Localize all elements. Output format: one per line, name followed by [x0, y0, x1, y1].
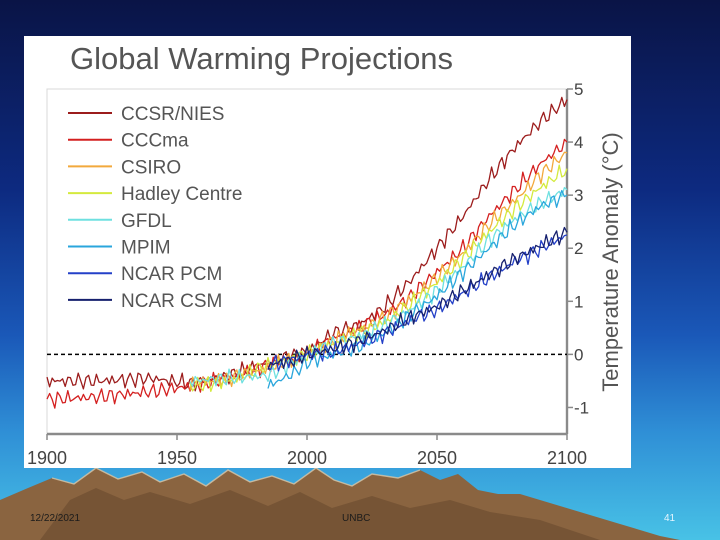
y-tick-label: 0	[574, 345, 583, 364]
mountain-snow	[51, 467, 421, 487]
y-tick-label: 2	[574, 239, 583, 258]
mountain-range	[0, 468, 680, 540]
series-line-mpim	[267, 189, 568, 389]
legend-label: MPIM	[121, 238, 171, 259]
legend: CCSR/NIES CCCma CSIRO Hadley Centre GFDL MPIM…	[68, 104, 242, 312]
y-axis-label: Temperature Anomaly (°C)	[598, 132, 623, 391]
x-tick-label: 2000	[287, 448, 327, 468]
x-tick-label: 2050	[417, 448, 457, 468]
y-tick-label: -1	[574, 398, 589, 417]
chart-title: Global Warming Projections	[70, 41, 453, 76]
legend-label: GFDL	[121, 211, 172, 232]
series-lines	[46, 96, 568, 409]
y-axis-ticks: -1 0 1 2 3 4 5	[567, 80, 589, 417]
footer-date: 12/22/2021	[30, 513, 81, 524]
page-number: 41	[664, 513, 676, 524]
chart: Global Warming Projections CCSR/NIES CCCm…	[27, 41, 623, 468]
series-line-ncar-csm	[267, 226, 568, 371]
legend-label: Hadley Centre	[121, 184, 242, 205]
y-tick-label: 5	[574, 80, 583, 99]
mountain-shadow	[40, 488, 600, 540]
chart-panel: Global Warming Projections CCSR/NIES CCCm…	[24, 36, 631, 468]
y-tick-label: 4	[574, 133, 583, 152]
legend-label: NCAR CSM	[121, 291, 222, 312]
x-tick-label: 1950	[157, 448, 197, 468]
y-tick-label: 3	[574, 186, 583, 205]
legend-label: CSIRO	[121, 157, 181, 178]
series-line-gfdl	[189, 186, 568, 387]
footer-organization: UNBC	[342, 513, 371, 524]
legend-label: CCSR/NIES	[121, 104, 224, 125]
legend-label: CCCma	[121, 131, 189, 152]
x-axis-ticks: 1900 1950 2000 2050 2100	[27, 434, 587, 468]
x-tick-label: 1900	[27, 448, 67, 468]
legend-label: NCAR PCM	[121, 264, 222, 285]
x-tick-label: 2100	[547, 448, 587, 468]
y-tick-label: 1	[574, 292, 583, 311]
series-line-hadley-centre	[189, 164, 568, 393]
